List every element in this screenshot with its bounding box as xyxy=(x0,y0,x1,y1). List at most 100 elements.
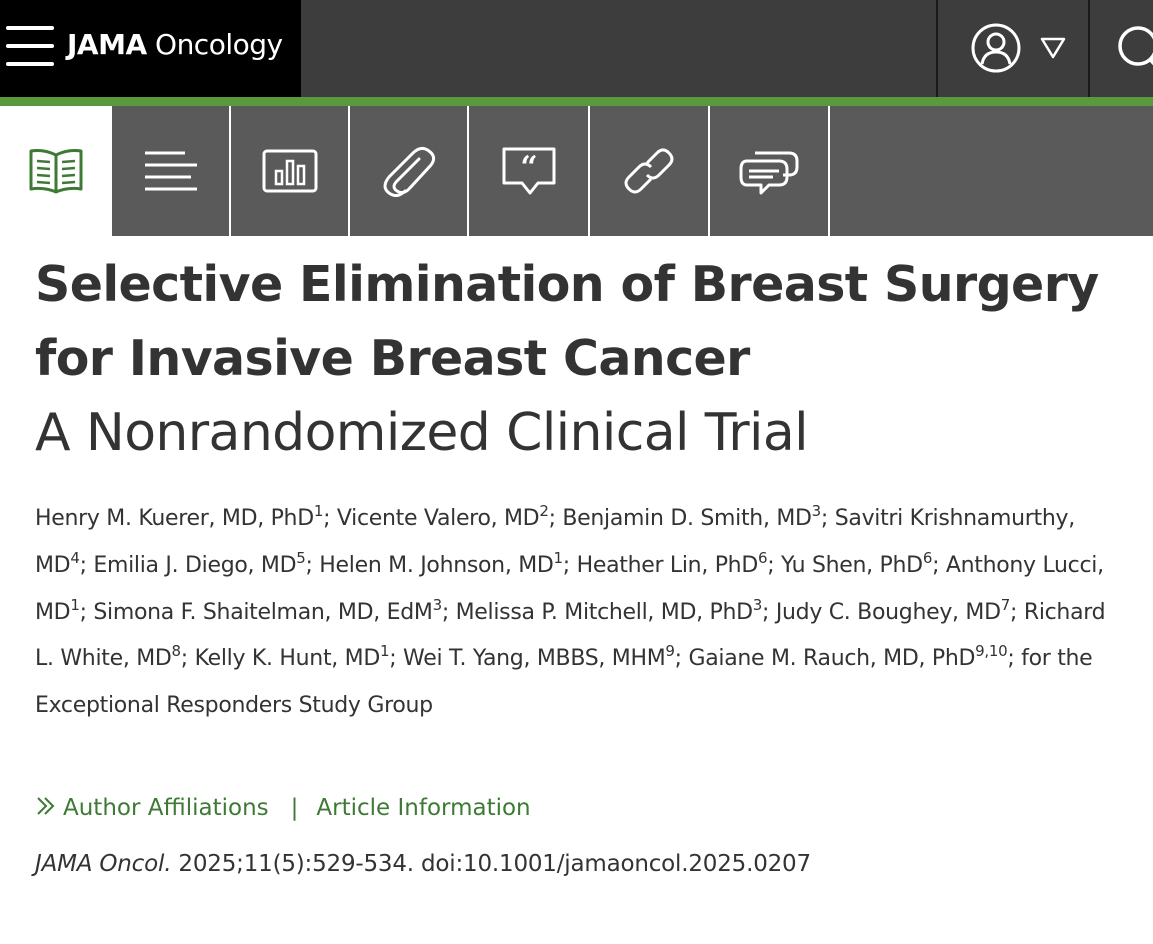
outline-lines-icon xyxy=(144,151,197,191)
book-icon xyxy=(29,149,83,194)
author-affiliation-number: 3 xyxy=(811,502,822,520)
author-separator: ; xyxy=(674,646,689,672)
supplements-tab[interactable] xyxy=(350,106,469,236)
accent-bar xyxy=(0,97,1153,106)
author-entry: Gaiane M. Rauch, MD, PhD9,10; xyxy=(688,644,1022,672)
author-separator: ; xyxy=(1007,646,1022,672)
citation: JAMA Oncol. 2025;11(5):529-534. doi:10.1… xyxy=(35,851,811,877)
author-entry: Vicente Valero, MD2; xyxy=(336,504,563,532)
author-name: Vicente Valero, MD xyxy=(336,506,540,531)
comment-bubble-icon xyxy=(739,151,799,195)
author-entry: Richard L. White, MD8; xyxy=(35,599,1106,672)
links-tab[interactable] xyxy=(590,106,710,236)
author-name: Heather Lin, PhD xyxy=(576,552,759,578)
header-divider xyxy=(936,0,938,97)
author-entry: for the Exceptional Responders Study Gro… xyxy=(35,646,1093,719)
author-name: Richard L. White, MD xyxy=(35,599,1106,672)
author-affiliation-number: 1 xyxy=(313,502,324,520)
author-entry: Wei T. Yang, MBBS, MHM9; xyxy=(403,644,689,672)
author-separator: ; xyxy=(305,552,320,578)
author-separator: ; xyxy=(79,552,94,578)
author-entry: Judy C. Boughey, MD7; xyxy=(775,597,1024,625)
author-entry: Anthony Lucci, MD1; xyxy=(35,553,1104,625)
author-name: Henry M. Kuerer, MD, PhD xyxy=(35,506,314,531)
svg-text:“: “ xyxy=(520,150,537,185)
author-separator: ; xyxy=(762,599,776,625)
article-title: Selective Elimination of Breast Surgery f… xyxy=(35,248,1135,396)
author-entry: Yu Shen, PhD6; xyxy=(781,550,946,578)
outline-tab[interactable] xyxy=(112,106,231,236)
author-name: Simona F. Shaitelman, MD, EdM xyxy=(93,599,433,625)
brand-block: JAMA Oncology xyxy=(0,0,301,97)
author-affiliation-number: 3 xyxy=(432,595,443,614)
author-name: Kelly K. Hunt, MD xyxy=(194,646,381,672)
author-entry: Heather Lin, PhD6; xyxy=(576,550,782,578)
author-entry: Emilia J. Diego, MD5; xyxy=(93,550,320,578)
author-entry: Benjamin D. Smith, MD3; xyxy=(562,504,835,532)
logo-rest: Oncology xyxy=(146,28,283,61)
author-separator: ; xyxy=(562,552,577,578)
author-affiliation-number: 1 xyxy=(379,642,390,661)
author-affiliation-number: 2 xyxy=(539,502,549,520)
author-name: Savitri Krishnamurthy, MD xyxy=(35,506,1075,578)
author-separator: ; xyxy=(79,599,94,625)
author-separator: ; xyxy=(1010,599,1024,625)
journal-abbrev: JAMA Oncol. xyxy=(35,851,172,877)
paperclip-icon xyxy=(383,146,435,197)
article-info-links: Author Affiliations | Article Information xyxy=(35,795,531,821)
author-separator: ; xyxy=(323,506,337,531)
top-bar: JAMA Oncology xyxy=(0,0,1153,97)
author-separator: ; xyxy=(441,599,456,625)
author-affiliations-link[interactable]: Author Affiliations xyxy=(63,795,269,821)
article-toolbar: “ xyxy=(0,106,1153,236)
author-name: Emilia J. Diego, MD xyxy=(93,552,297,578)
author-name: Benjamin D. Smith, MD xyxy=(562,506,812,531)
article-information-link[interactable]: Article Information xyxy=(316,795,531,821)
cite-tab[interactable]: “ xyxy=(469,106,590,236)
author-affiliation-number: 6 xyxy=(922,548,933,567)
author-separator: ; xyxy=(548,506,563,531)
author-affiliation-number: 1 xyxy=(553,548,564,567)
author-name: for the Exceptional Responders Study Gro… xyxy=(35,646,1093,719)
journal-logo[interactable]: JAMA Oncology xyxy=(67,28,283,61)
author-affiliation-number: 3 xyxy=(752,595,763,614)
author-separator: ; xyxy=(180,646,195,672)
author-separator: ; xyxy=(767,552,782,578)
citation-details: 2025;11(5):529-534. doi:10.1001/jamaonco… xyxy=(171,851,811,877)
author-affiliation-number: 5 xyxy=(296,548,306,567)
logo-bold: JAMA xyxy=(67,28,147,61)
author-name: Gaiane M. Rauch, MD, PhD xyxy=(688,646,976,672)
author-separator: ; xyxy=(820,506,835,531)
author-affiliation-number: 9 xyxy=(665,642,675,661)
figures-tab[interactable] xyxy=(231,106,350,236)
author-name: Wei T. Yang, MBBS, MHM xyxy=(403,646,666,672)
author-name: Anthony Lucci, MD xyxy=(35,552,1104,625)
bar-chart-icon xyxy=(262,149,317,193)
search-icon xyxy=(1118,26,1153,66)
account-menu-button[interactable] xyxy=(938,0,1088,97)
quote-bubble-icon: “ xyxy=(502,147,555,195)
author-name: Melissa P. Mitchell, MD, PhD xyxy=(455,599,753,625)
author-entry: Helen M. Johnson, MD1; xyxy=(319,550,577,578)
link-chain-icon xyxy=(624,148,674,194)
author-entry: Simona F. Shaitelman, MD, EdM3; xyxy=(93,597,456,625)
author-entry: Henry M. Kuerer, MD, PhD1; xyxy=(35,504,337,532)
user-icon xyxy=(971,23,1021,73)
author-affiliation-number: 1 xyxy=(70,595,80,614)
full-text-tab[interactable] xyxy=(0,106,112,236)
author-separator: ; xyxy=(389,646,404,672)
search-button[interactable] xyxy=(1090,0,1153,97)
author-affiliation-number: 4 xyxy=(70,548,80,567)
dropdown-triangle-icon xyxy=(1040,37,1066,59)
author-affiliation-number: 9,10 xyxy=(975,642,1008,661)
comments-tab[interactable] xyxy=(710,106,830,236)
double-chevron-right-icon xyxy=(37,797,55,815)
author-affiliation-number: 6 xyxy=(757,548,768,567)
title-line-1: Selective Elimination of Breast Surgery xyxy=(35,256,1099,313)
hamburger-menu-icon[interactable] xyxy=(6,26,54,66)
article-subtitle: A Nonrandomized Clinical Trial xyxy=(35,403,809,463)
author-name: Judy C. Boughey, MD xyxy=(775,599,1001,625)
author-separator: ; xyxy=(932,552,946,578)
author-affiliation-number: 8 xyxy=(171,642,182,661)
link-divider: | xyxy=(290,795,299,821)
